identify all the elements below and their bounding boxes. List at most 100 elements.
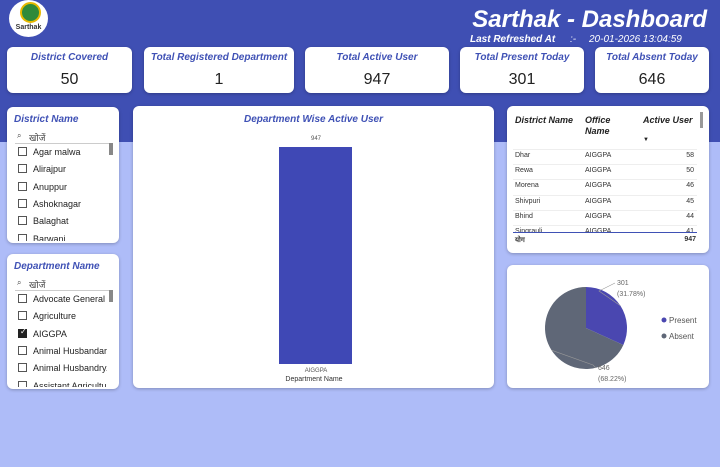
total-divider [513, 232, 697, 233]
slicer-item[interactable]: Barwani [18, 233, 66, 242]
slicer-item[interactable]: Assistant Agricultu... [18, 380, 107, 388]
cell: Morena [515, 182, 539, 190]
item-label: Alirajpur [33, 164, 67, 175]
search-underline [15, 290, 111, 291]
x-axis-label: Department Name [285, 376, 342, 383]
cell: AIGGPA [585, 182, 612, 190]
kpi-value: 646 [638, 71, 666, 88]
item-label: Assistant Agricultu... [33, 380, 107, 388]
item-label: Agriculture [33, 311, 77, 322]
checkbox [18, 311, 27, 321]
slicer-title: Department Name [14, 261, 100, 272]
column-header: District Name [515, 115, 574, 125]
leader-line [598, 282, 621, 307]
pie-chart: 301 (31.78%) Present 646 (68.22%) Absent [545, 280, 697, 383]
slicer-item[interactable]: Alirajpur [18, 164, 66, 174]
refresh-label: Last Refreshed At [470, 34, 556, 45]
refresh-time: 20-01-2026 13:04:59 [589, 34, 682, 45]
slicer-item[interactable]: Anuppur [18, 181, 68, 192]
cell: AIGGPA [585, 152, 612, 159]
row-divider [513, 209, 697, 211]
check-mark: ✓ [20, 326, 27, 336]
cell: AIGGPA [585, 212, 612, 220]
chart-title: Department Wise Active User [243, 114, 384, 125]
cell: AIGGPA [585, 228, 612, 232]
kpi-value: 1 [214, 71, 224, 88]
refresh-sep: :- [570, 34, 577, 45]
table-card: District Name Office Name Active User ▼ Dhar… [507, 106, 709, 253]
search-underline [15, 143, 111, 144]
kpi-card: Total Absent Today 646 [595, 47, 709, 93]
slicer-item[interactable]: Animal Husbandar... [18, 345, 107, 356]
cell: Bhind [515, 212, 533, 220]
slicer-item[interactable]: Animal Husbandry... [18, 363, 107, 373]
slicer-list: Agar malwa Alirajpur Anuppur Ashoknagar Bala… [7, 145, 107, 241]
cell: 50 [686, 167, 694, 175]
row-divider [513, 194, 697, 196]
slicer-item[interactable]: Advocate General ... [18, 294, 107, 304]
data-label: 947 [311, 136, 322, 142]
item-label: Barwani [33, 233, 66, 242]
legend-label: Present [669, 316, 697, 325]
checkbox [18, 164, 27, 174]
logo: Sarthak [9, 0, 48, 37]
table-body: Dhar AIGGPA 58 Rewa AIGGPA 50 Morena AIGGPA 46 Sh… [507, 148, 707, 232]
slicer-item[interactable]: ✓ AIGGPA [18, 326, 67, 339]
slicer-item[interactable]: Agriculture [18, 311, 76, 321]
row-divider [513, 179, 697, 181]
title: Sarthak - Dashboard [472, 6, 707, 33]
cell: Singrauli [515, 228, 543, 232]
slicer-item[interactable]: Ashoknagar [18, 198, 82, 209]
cell: 41 [686, 228, 694, 232]
slicer-item[interactable]: Balaghat [18, 216, 69, 226]
item-label: Ashoknagar [33, 198, 82, 209]
scrollbar [109, 290, 113, 302]
slicer-list: Advocate General ... Agriculture ✓ AIGGPA An… [7, 292, 107, 387]
item-label: Anuppur [33, 181, 68, 192]
cell: 58 [686, 152, 694, 159]
cell: 45 [686, 197, 694, 205]
legend-marker [661, 333, 667, 339]
checkbox [18, 345, 27, 355]
bar [279, 147, 352, 364]
checkbox [18, 198, 27, 208]
item-label: Animal Husbandar... [33, 345, 107, 356]
kpi-card: District Covered 50 [7, 47, 132, 93]
kpi-value: 301 [508, 71, 536, 88]
percent-label: (68.22%) [598, 376, 626, 383]
bar-card: Department Wise Active User 947 AIGGPA Depa… [133, 106, 494, 388]
scrollbar [700, 112, 703, 128]
kpi-label: Total Present Today [474, 52, 570, 63]
checkbox [18, 147, 27, 156]
column-header: Office Name [585, 115, 611, 136]
row-divider [513, 164, 697, 166]
kpi-label: Total Active User [336, 52, 418, 63]
checkbox [18, 363, 27, 373]
item-label: Advocate General ... [33, 294, 107, 304]
pie-slice [586, 287, 627, 345]
kpi-label: Total Absent Today [606, 52, 698, 63]
cell: Shivpuri [515, 197, 541, 205]
row-divider [513, 149, 697, 150]
checkbox: ✓ [18, 326, 27, 338]
row-divider [513, 225, 697, 226]
legend-label: Absent [669, 332, 695, 341]
department-slicer: Department Name ⌕ खोजें Advocate General ..… [7, 254, 119, 389]
kpi-label: District Covered [30, 52, 109, 63]
cell: Dhar [515, 152, 531, 159]
cell: AIGGPA [585, 197, 612, 205]
x-tick-label: AIGGPA [305, 368, 328, 374]
percent-label: (31.78%) [617, 291, 645, 298]
checkbox [18, 380, 27, 387]
district-slicer: District Name ⌕ खोजें Agar malwa Alirajpur An… [7, 107, 119, 243]
pie-card: 301 (31.78%) Present 646 (68.22%) Absent [507, 265, 709, 388]
kpi-card: Total Active User 947 [305, 47, 449, 93]
kpi-card: Total Present Today 301 [460, 47, 584, 93]
total-value: 947 [684, 236, 696, 243]
slicer-item[interactable]: Agar malwa [18, 147, 81, 157]
item-label: AIGGPA [33, 328, 67, 339]
search-box: खोजें [29, 280, 46, 290]
leader-line [551, 349, 597, 369]
checkbox [18, 216, 27, 226]
